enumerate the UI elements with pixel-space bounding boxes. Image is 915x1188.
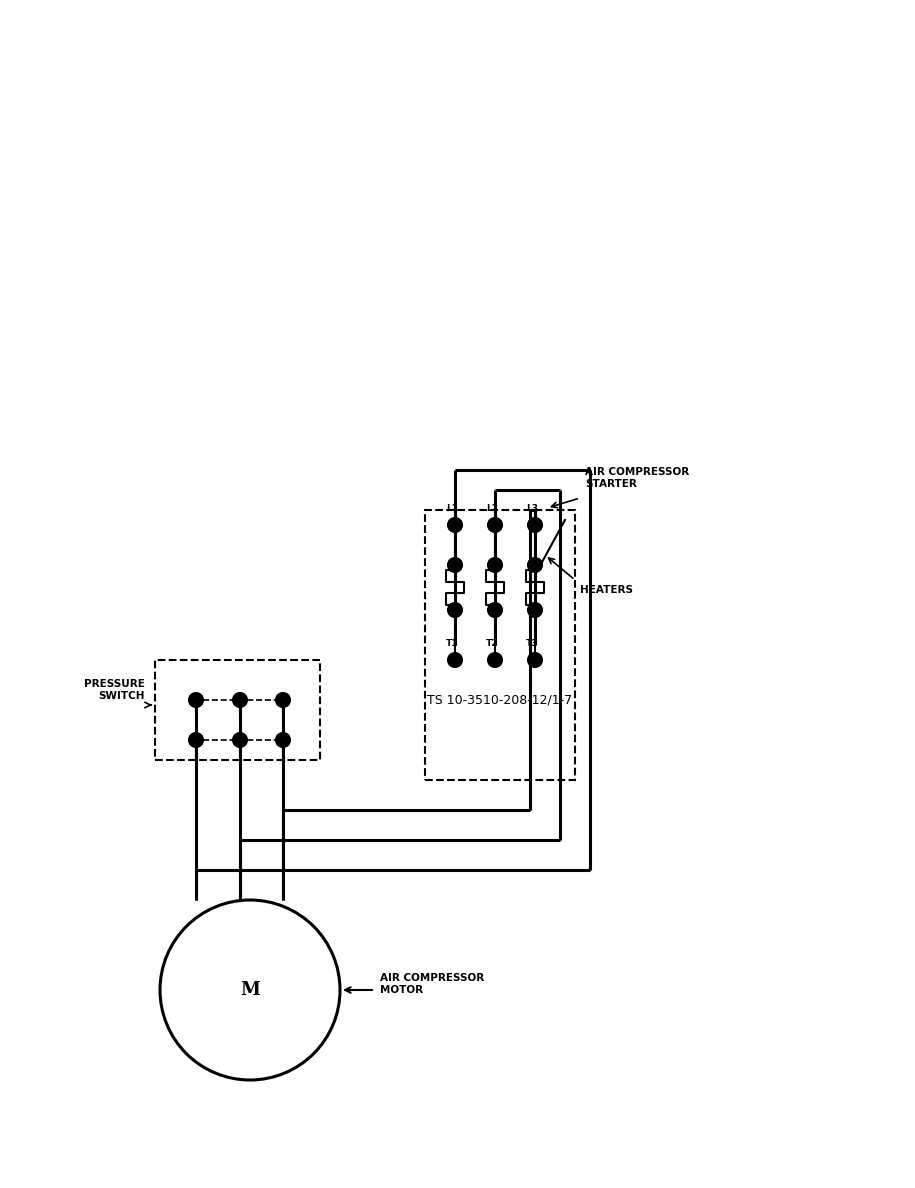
Text: AIR COMPRESSOR
STARTER: AIR COMPRESSOR STARTER (585, 467, 689, 488)
Circle shape (233, 693, 247, 707)
Circle shape (448, 518, 462, 532)
Circle shape (488, 653, 502, 666)
Circle shape (189, 733, 203, 747)
Circle shape (528, 518, 542, 532)
Circle shape (528, 604, 542, 617)
Circle shape (528, 558, 542, 571)
Text: PRESSURE
SWITCH: PRESSURE SWITCH (84, 680, 145, 701)
Circle shape (448, 558, 462, 571)
Text: AIR COMPRESSOR
MOTOR: AIR COMPRESSOR MOTOR (380, 973, 484, 994)
Circle shape (488, 604, 502, 617)
Circle shape (276, 733, 290, 747)
Circle shape (448, 653, 462, 666)
Text: HEATERS: HEATERS (580, 584, 633, 595)
Text: L2: L2 (486, 504, 498, 513)
Text: L3: L3 (526, 504, 538, 513)
Circle shape (276, 693, 290, 707)
Circle shape (528, 653, 542, 666)
Text: L1: L1 (446, 504, 458, 513)
Circle shape (488, 558, 502, 571)
Text: T1: T1 (446, 639, 458, 647)
Bar (425, 510, 575, 781)
Text: T3: T3 (526, 639, 539, 647)
Text: TS 10-3510-208-12/1-7: TS 10-3510-208-12/1-7 (427, 694, 573, 707)
Circle shape (189, 693, 203, 707)
Circle shape (488, 518, 502, 532)
Circle shape (233, 733, 247, 747)
Circle shape (448, 604, 462, 617)
Bar (155, 661, 320, 760)
Text: M: M (240, 981, 260, 999)
Text: T2: T2 (486, 639, 499, 647)
